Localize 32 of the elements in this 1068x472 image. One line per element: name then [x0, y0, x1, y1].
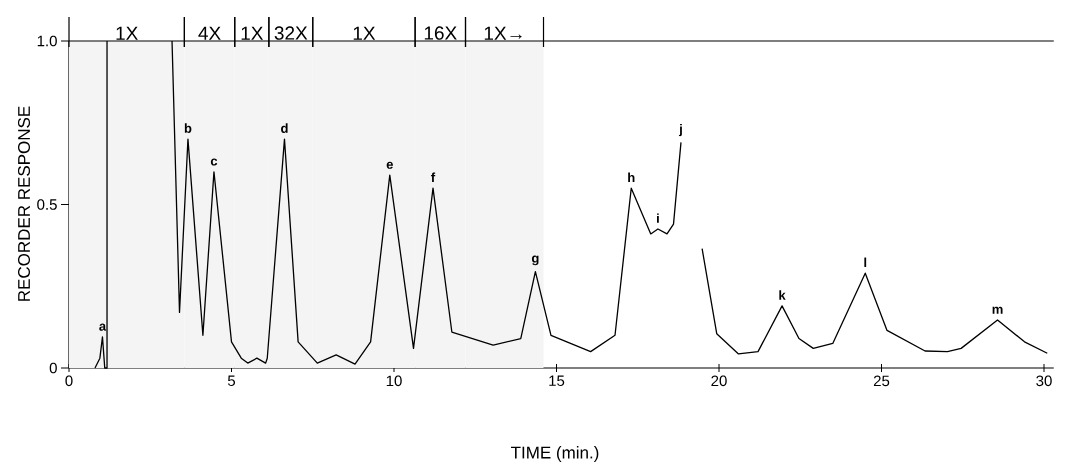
y-tick-label: 0: [49, 362, 57, 374]
x-tick-label: 0: [65, 375, 73, 387]
annotation: d: [281, 123, 288, 133]
annotation: k: [779, 290, 786, 300]
annotation: h: [628, 172, 635, 182]
annotation: l: [864, 257, 867, 267]
annotation: m: [992, 306, 1003, 314]
x-tick-label: 25: [873, 375, 890, 387]
y-axis-title: RECORDER RESPONSE: [17, 106, 31, 301]
band-label: 1X: [353, 26, 376, 40]
annotation: b: [184, 123, 192, 133]
annotation: e: [386, 161, 393, 169]
y-tick-label: 1.0: [37, 35, 57, 47]
band-label: 32X: [274, 26, 308, 40]
y-tick-label: 0.5: [37, 199, 57, 210]
annotation: a: [99, 323, 107, 331]
annotation: j: [678, 124, 682, 137]
band-label: 16X: [424, 26, 457, 40]
annotation: c: [210, 158, 218, 166]
band-label: 4X: [198, 26, 221, 40]
band-label: 1X: [116, 26, 138, 40]
x-tick-label: 5: [227, 375, 236, 386]
annotation: g: [531, 255, 539, 266]
band-label: 1X: [241, 26, 264, 40]
x-tick-label: 30: [1036, 375, 1052, 387]
annotation: i: [657, 213, 659, 223]
band-label: 1X→: [484, 26, 522, 40]
x-tick-label: 15: [549, 375, 565, 386]
annotation: f: [431, 172, 436, 182]
x-tick-label: 20: [711, 375, 727, 387]
x-axis-title: TIME (min.): [511, 446, 599, 462]
x-tick-label: 10: [386, 375, 402, 387]
